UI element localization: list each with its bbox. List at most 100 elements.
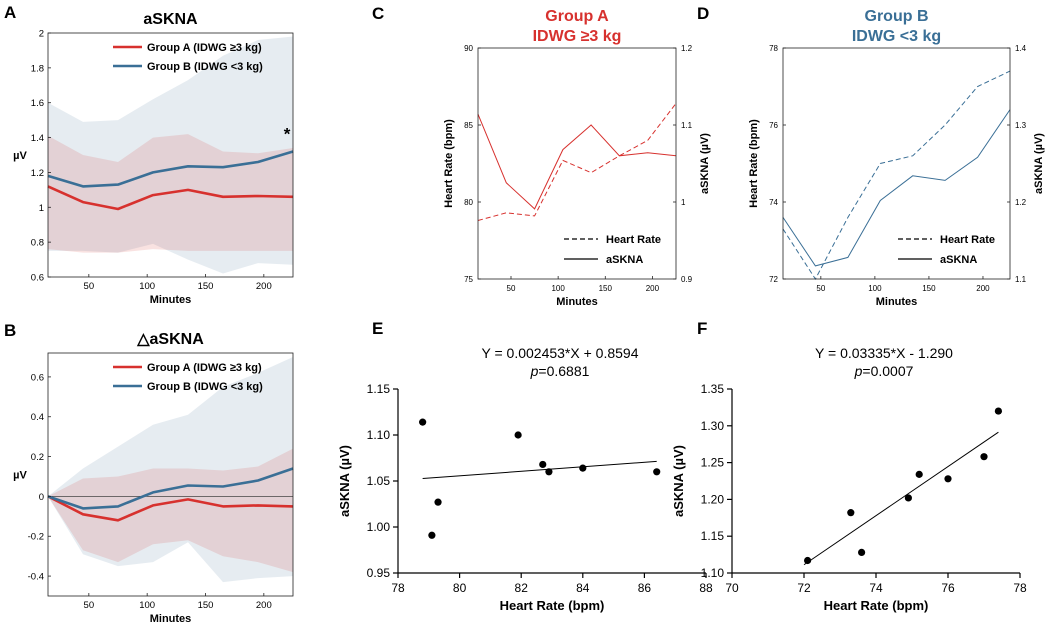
ytick-label-b-3: 0.2 xyxy=(31,452,44,463)
y2tick-label-c-3: 1.2 xyxy=(681,44,693,53)
p-label-e: p xyxy=(530,363,539,379)
xtick-label-e-0: 78 xyxy=(391,581,405,595)
legend-label-b-1: Group B (IDWG <3 kg) xyxy=(147,381,263,393)
scatter-point-f-0 xyxy=(804,556,812,565)
y2tick-label-d-0: 1.1 xyxy=(1015,275,1027,284)
significance-marker-a: * xyxy=(284,125,291,144)
line-c-heart-rate xyxy=(477,103,677,221)
ytick-label-d-0: 72 xyxy=(769,275,778,284)
xtick-label-f-4: 78 xyxy=(1013,581,1027,595)
xtick-label-c-2: 150 xyxy=(599,284,613,293)
y2tick-label-c-2: 1.1 xyxy=(681,121,693,130)
y-axis-label-f: aSKNA (µV) xyxy=(671,445,686,517)
y2tick-label-d-2: 1.3 xyxy=(1015,121,1027,130)
xtick-label-b-1: 100 xyxy=(139,600,155,611)
ytick-label-f-3: 1.25 xyxy=(701,456,725,470)
legend-label-d-1: aSKNA xyxy=(940,254,977,266)
xtick-label-a-2: 150 xyxy=(198,281,214,292)
line-b-series-0 xyxy=(47,495,294,522)
scatter-point-e-2 xyxy=(434,498,442,506)
y-axis-label-b: µV xyxy=(13,470,27,482)
x-axis-label-b: Minutes xyxy=(150,613,192,625)
chart-title-d: Group B xyxy=(865,8,929,25)
scatter-point-f-5 xyxy=(944,475,952,483)
y-axis-label-c: Heart Rate (bpm) xyxy=(443,119,455,208)
legend-label-c-0: Heart Rate xyxy=(606,234,661,246)
ytick-label-b-4: 0.4 xyxy=(31,412,44,423)
y2-axis-label-c: aSKNA (µV) xyxy=(699,133,711,194)
xtick-label-a-3: 200 xyxy=(256,281,272,292)
ytick-label-c-1: 80 xyxy=(464,198,473,207)
y-axis-label-d: Heart Rate (bpm) xyxy=(748,119,760,208)
x-axis-label-f: Heart Rate (bpm) xyxy=(824,598,929,613)
fit-line-e xyxy=(422,460,657,480)
p-value-e: p=0.6881 xyxy=(530,363,590,379)
scatter-point-e-5 xyxy=(545,468,553,476)
x-axis-label-c: Minutes xyxy=(556,296,598,308)
xtick-label-b-0: 50 xyxy=(84,600,95,611)
scatter-point-e-3 xyxy=(514,431,522,439)
y2tick-label-d-3: 1.4 xyxy=(1015,44,1027,53)
panel-letter-b: B xyxy=(4,321,16,340)
legend-label-a-0: Group A (IDWG ≥3 kg) xyxy=(147,42,262,54)
line-d-askna xyxy=(782,109,1011,267)
scatter-point-e-1 xyxy=(428,531,436,539)
xtick-label-e-4: 86 xyxy=(638,581,652,595)
y2-axis-label-d: aSKNA (µV) xyxy=(1033,133,1045,194)
ytick-label-d-1: 74 xyxy=(769,198,778,207)
ytick-label-e-0: 0.95 xyxy=(367,566,391,580)
ytick-label-a-1: 0.8 xyxy=(31,238,44,249)
ytick-label-a-4: 1.4 xyxy=(31,133,44,144)
ytick-label-a-3: 1.2 xyxy=(31,168,44,179)
xtick-label-e-5: 88 xyxy=(699,581,713,595)
y2tick-label-c-0: 0.9 xyxy=(681,275,693,284)
ytick-label-e-3: 1.10 xyxy=(367,428,391,442)
fit-equation-e: Y = 0.002453*X + 0.8594 xyxy=(482,345,639,361)
p-label-f: p xyxy=(854,363,863,379)
panel-letter-f: F xyxy=(697,319,707,338)
ytick-label-f-4: 1.30 xyxy=(701,419,725,433)
scatter-point-f-3 xyxy=(904,494,913,502)
ytick-label-a-2: 1 xyxy=(39,203,44,214)
band-b-series-1 xyxy=(48,357,293,583)
ytick-label-c-2: 85 xyxy=(464,121,473,130)
scatter-point-f-2 xyxy=(858,548,866,556)
ytick-label-e-2: 1.05 xyxy=(367,474,391,488)
scatter-point-e-4 xyxy=(539,460,547,469)
plot-frame-d xyxy=(782,47,1011,280)
fit-equation-f: Y = 0.03335*X - 1.290 xyxy=(815,345,953,361)
xtick-label-f-0: 70 xyxy=(725,581,739,595)
legend-label-d-0: Heart Rate xyxy=(940,234,995,246)
xtick-label-e-2: 82 xyxy=(515,581,529,595)
line-a-series-0 xyxy=(47,185,294,211)
legend-label-b-0: Group A (IDWG ≥3 kg) xyxy=(147,362,262,374)
p-value-text-e: =0.6881 xyxy=(538,363,589,379)
chart-subtitle-d: IDWG <3 kg xyxy=(852,28,941,45)
panel-letter-e: E xyxy=(372,319,383,338)
panel-letter-c: C xyxy=(372,4,384,23)
xtick-label-e-3: 84 xyxy=(576,581,590,595)
ytick-label-a-6: 1.8 xyxy=(31,63,44,74)
xtick-label-f-1: 72 xyxy=(797,581,811,595)
ytick-label-e-1: 1.00 xyxy=(367,520,391,534)
chart-subtitle-c: IDWG ≥3 kg xyxy=(533,28,622,45)
line-a-series-1 xyxy=(47,150,294,188)
ytick-label-b-2: 0 xyxy=(39,492,44,503)
chart-title-b: △aSKNA xyxy=(136,331,204,348)
p-value-text-f: =0.0007 xyxy=(862,363,913,379)
band-b-series-0 xyxy=(48,448,293,573)
xtick-label-c-0: 50 xyxy=(507,284,516,293)
ytick-label-d-3: 78 xyxy=(769,44,778,53)
legend-label-a-1: Group B (IDWG <3 kg) xyxy=(147,61,263,73)
ytick-label-f-2: 1.20 xyxy=(701,492,725,506)
legend-label-c-1: aSKNA xyxy=(606,254,643,266)
scatter-point-e-7 xyxy=(653,468,661,476)
ytick-label-f-1: 1.15 xyxy=(701,529,725,543)
ytick-label-e-4: 1.15 xyxy=(367,382,391,396)
chart-title-c: Group A xyxy=(545,8,609,25)
xtick-label-b-3: 200 xyxy=(256,600,272,611)
xtick-label-d-0: 50 xyxy=(816,284,825,293)
plot-frame-a xyxy=(47,32,294,278)
ytick-label-a-5: 1.6 xyxy=(31,98,44,109)
